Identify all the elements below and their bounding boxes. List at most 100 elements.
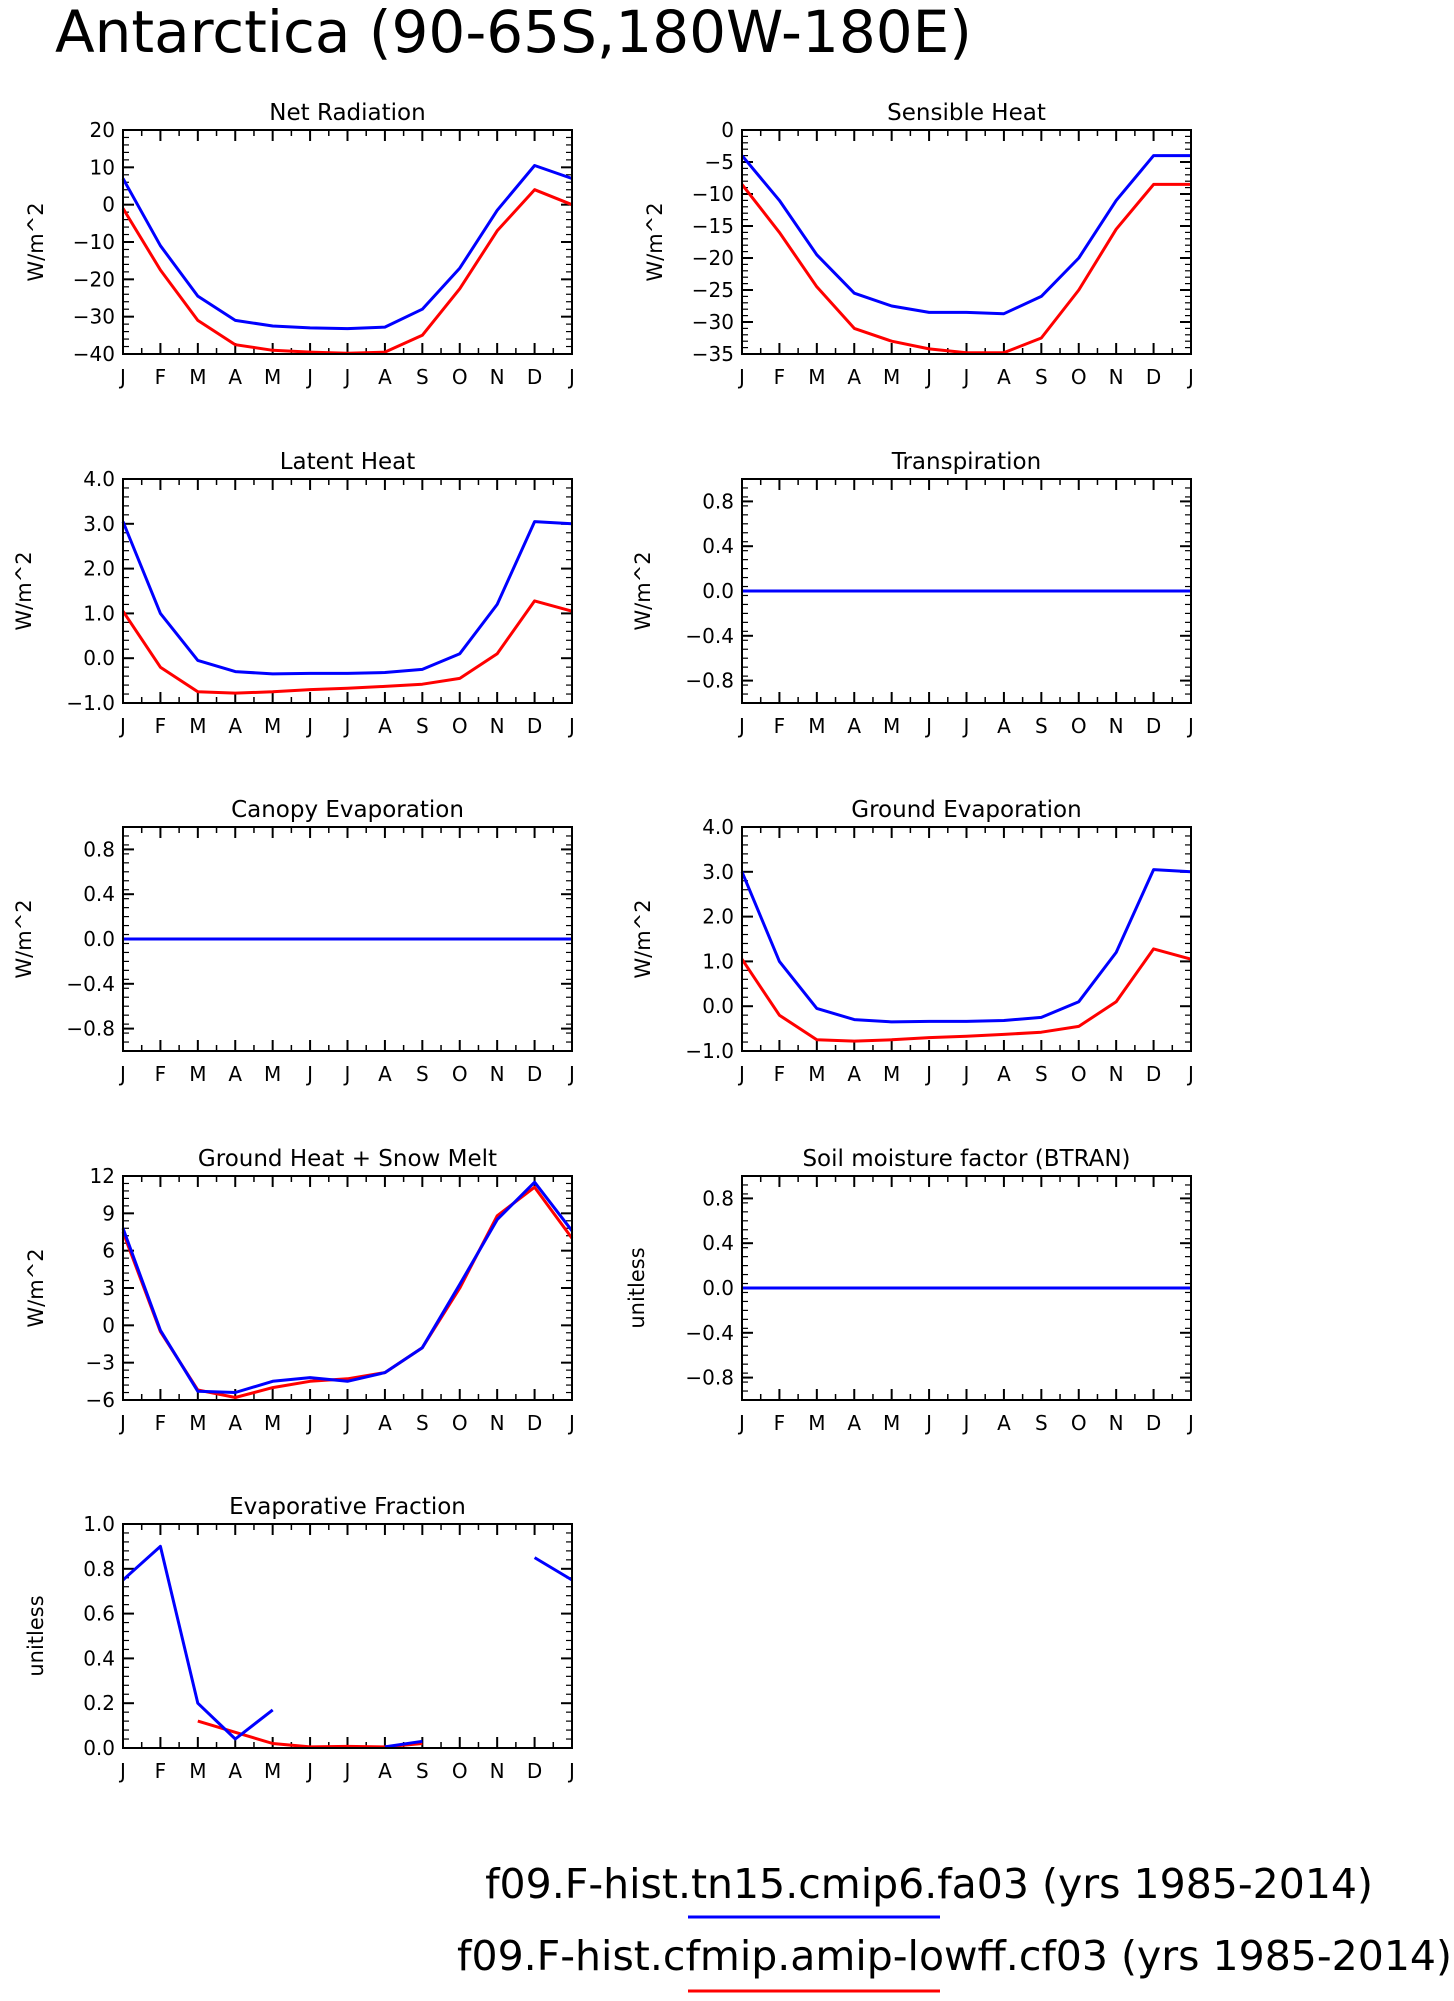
y-tick-label: 0.0 bbox=[83, 646, 115, 670]
x-tick-label: A bbox=[847, 1062, 861, 1086]
x-tick-label: O bbox=[452, 1411, 468, 1435]
x-tick-label: M bbox=[883, 1411, 900, 1435]
y-tick-label: 0.0 bbox=[702, 579, 734, 603]
y-axis-label: W/m^2 bbox=[24, 202, 48, 281]
x-tick-label: S bbox=[1035, 1062, 1048, 1086]
y-tick-label: 0 bbox=[102, 1313, 115, 1337]
x-tick-label: A bbox=[228, 1411, 242, 1435]
x-tick-label: S bbox=[416, 1411, 429, 1435]
x-tick-label: M bbox=[189, 714, 206, 738]
plot-frame bbox=[122, 129, 573, 355]
x-tick-label: M bbox=[883, 365, 900, 389]
x-tick-label: J bbox=[1186, 714, 1194, 738]
series-line bbox=[740, 868, 1192, 1024]
x-tick-label: M bbox=[264, 1411, 281, 1435]
y-tick-label: −0.8 bbox=[685, 1366, 734, 1390]
y-axis-label: W/m^2 bbox=[12, 551, 36, 630]
x-tick-label: J bbox=[343, 1411, 351, 1435]
y-tick-label: 4.0 bbox=[83, 467, 115, 491]
x-tick-label: J bbox=[567, 1062, 575, 1086]
y-tick-label: −0.4 bbox=[685, 624, 734, 648]
x-tick-label: J bbox=[924, 714, 932, 738]
y-tick-label: −30 bbox=[73, 305, 115, 329]
x-tick-label: N bbox=[1109, 714, 1124, 738]
x-tick-label: J bbox=[737, 1062, 745, 1086]
series-line bbox=[740, 182, 1191, 355]
y-tick-label: 1.0 bbox=[702, 949, 734, 973]
x-tick-label: M bbox=[808, 1062, 825, 1086]
y-axis-label: unitless bbox=[625, 1247, 649, 1328]
x-tick-label: J bbox=[962, 365, 970, 389]
x-tick-label: O bbox=[1071, 714, 1087, 738]
series-line bbox=[121, 1544, 573, 1749]
figure-title: Antarctica (90-65S,180W-180E) bbox=[55, 0, 972, 66]
x-tick-label: J bbox=[118, 365, 126, 389]
x-tick-label: D bbox=[527, 1062, 542, 1086]
y-tick-label: −5 bbox=[705, 150, 734, 174]
y-tick-label: 4.0 bbox=[702, 815, 734, 839]
y-tick-label: −15 bbox=[692, 214, 734, 238]
plot-frame bbox=[741, 826, 1192, 1052]
y-tick-label: −10 bbox=[73, 230, 115, 254]
x-tick-label: J bbox=[118, 1411, 126, 1435]
x-tick-label: D bbox=[527, 714, 542, 738]
x-tick-label: J bbox=[1186, 1411, 1194, 1435]
x-tick-label: J bbox=[962, 714, 970, 738]
x-tick-label: F bbox=[774, 1411, 786, 1435]
series-line bbox=[121, 1180, 574, 1394]
y-tick-label: 0.4 bbox=[83, 882, 115, 906]
x-tick-label: A bbox=[378, 1411, 392, 1435]
legend: f09.F-hist.tn15.cmip6.fa03 (yrs 1985-201… bbox=[457, 1860, 1452, 1993]
x-tick-label: M bbox=[883, 1062, 900, 1086]
x-tick-label: A bbox=[378, 365, 392, 389]
x-tick-label: J bbox=[118, 714, 126, 738]
x-tick-label: A bbox=[997, 1411, 1011, 1435]
x-tick-label: O bbox=[452, 1759, 468, 1783]
x-tick-label: M bbox=[808, 365, 825, 389]
x-tick-label: J bbox=[305, 365, 313, 389]
x-tick-label: S bbox=[1035, 365, 1048, 389]
plot-frame bbox=[122, 1523, 573, 1749]
x-tick-label: F bbox=[155, 365, 167, 389]
x-tick-label: M bbox=[264, 714, 281, 738]
x-tick-label: A bbox=[997, 365, 1011, 389]
x-tick-label: N bbox=[490, 365, 505, 389]
y-tick-label: 0.8 bbox=[702, 1186, 734, 1210]
x-tick-label: N bbox=[1109, 365, 1124, 389]
panel-title: Latent Heat bbox=[280, 449, 416, 475]
x-tick-label: O bbox=[1071, 1062, 1087, 1086]
x-tick-label: J bbox=[924, 365, 932, 389]
x-tick-label: N bbox=[490, 714, 505, 738]
x-tick-label: M bbox=[189, 1411, 206, 1435]
x-tick-label: M bbox=[264, 1759, 281, 1783]
y-tick-label: 0 bbox=[721, 118, 734, 142]
x-tick-label: J bbox=[737, 714, 745, 738]
y-tick-label: 0.0 bbox=[702, 1276, 734, 1300]
panel-title: Transpiration bbox=[891, 449, 1041, 475]
y-tick-label: −10 bbox=[692, 182, 734, 206]
x-tick-label: J bbox=[737, 365, 745, 389]
x-tick-label: M bbox=[189, 1062, 206, 1086]
plot-frame bbox=[741, 129, 1192, 355]
y-tick-label: 12 bbox=[90, 1164, 115, 1188]
y-tick-label: 0 bbox=[102, 193, 115, 217]
series-line bbox=[121, 520, 573, 676]
y-axis-label: W/m^2 bbox=[24, 1248, 48, 1327]
x-tick-label: D bbox=[1146, 714, 1161, 738]
plot-frame bbox=[741, 478, 1192, 704]
x-tick-label: J bbox=[305, 1411, 313, 1435]
y-tick-label: −30 bbox=[692, 310, 734, 334]
x-tick-label: J bbox=[924, 1411, 932, 1435]
x-tick-label: A bbox=[228, 1062, 242, 1086]
x-tick-label: J bbox=[567, 1411, 575, 1435]
y-tick-label: 0.6 bbox=[83, 1602, 115, 1626]
y-tick-label: 3 bbox=[102, 1276, 115, 1300]
x-tick-label: A bbox=[997, 1062, 1011, 1086]
x-tick-label: S bbox=[416, 1759, 429, 1783]
x-tick-label: O bbox=[452, 714, 468, 738]
x-tick-label: J bbox=[737, 1411, 745, 1435]
